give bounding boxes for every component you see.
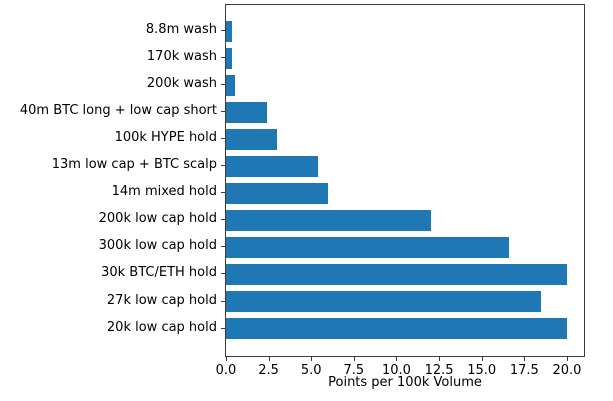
- y-tick-mark: [221, 165, 225, 167]
- y-tick-label: 8.8m wash: [145, 22, 217, 37]
- x-tick-label: 15.0: [467, 363, 497, 378]
- x-tick-label: 20.0: [552, 363, 582, 378]
- y-tick-mark: [221, 219, 225, 221]
- y-tick-label: 20k low cap hold: [106, 319, 217, 335]
- y-tick-label: 170k wash: [146, 49, 217, 65]
- x-tick-mark: [353, 357, 355, 361]
- y-tick-label: 100k HYPE hold: [114, 130, 217, 146]
- y-tick-label: 200k low cap hold: [98, 211, 217, 227]
- y-tick-label: 27k low cap hold: [106, 292, 217, 308]
- x-tick-label: 0.0: [215, 363, 237, 378]
- bar: [226, 74, 235, 96]
- x-tick-label: 17.5: [509, 363, 539, 378]
- y-tick-label: 13m low cap + BTC scalp: [51, 157, 217, 173]
- y-tick-mark: [221, 30, 225, 31]
- bar: [226, 236, 509, 258]
- x-tick-mark: [226, 357, 227, 361]
- y-tick-mark: [221, 300, 225, 302]
- y-tick-label: 14m mixed hold: [111, 184, 217, 200]
- plot-area: [225, 4, 585, 357]
- y-tick-label: 40m BTC long + low cap short: [19, 103, 217, 119]
- y-tick-mark: [221, 57, 225, 59]
- y-tick-mark: [221, 246, 225, 248]
- y-tick-mark: [221, 327, 225, 329]
- y-tick-label: 30k BTC/ETH hold: [101, 265, 217, 281]
- x-tick-label: 2.5: [258, 363, 279, 378]
- x-tick-mark: [481, 357, 483, 361]
- bar: [226, 47, 232, 69]
- x-tick-mark: [311, 357, 313, 361]
- bar: [226, 318, 567, 340]
- y-tick-mark: [221, 273, 225, 275]
- bar: [226, 263, 567, 285]
- x-tick-mark: [524, 357, 526, 361]
- bar: [226, 209, 431, 231]
- y-tick-label: 200k wash: [146, 76, 217, 92]
- y-tick-mark: [221, 138, 225, 140]
- bar: [226, 101, 267, 123]
- x-tick-label: 5.0: [300, 363, 322, 378]
- x-tick-label: 7.5: [343, 363, 365, 378]
- bar: [226, 291, 542, 312]
- bar: [226, 182, 329, 204]
- x-tick-label: 12.5: [424, 363, 454, 378]
- x-axis-label: Points per 100k Volume: [328, 375, 482, 390]
- bar: [226, 20, 232, 42]
- y-tick-label: 300k low cap hold: [98, 238, 217, 254]
- x-tick-mark: [566, 357, 568, 361]
- bar: [226, 128, 278, 150]
- bar: [226, 155, 319, 177]
- x-tick-label: 10.0: [381, 363, 411, 378]
- y-tick-mark: [221, 84, 225, 86]
- x-tick-mark: [439, 357, 441, 361]
- y-tick-mark: [221, 192, 225, 194]
- y-tick-mark: [221, 111, 225, 113]
- x-tick-mark: [268, 357, 270, 361]
- x-tick-mark: [396, 357, 398, 361]
